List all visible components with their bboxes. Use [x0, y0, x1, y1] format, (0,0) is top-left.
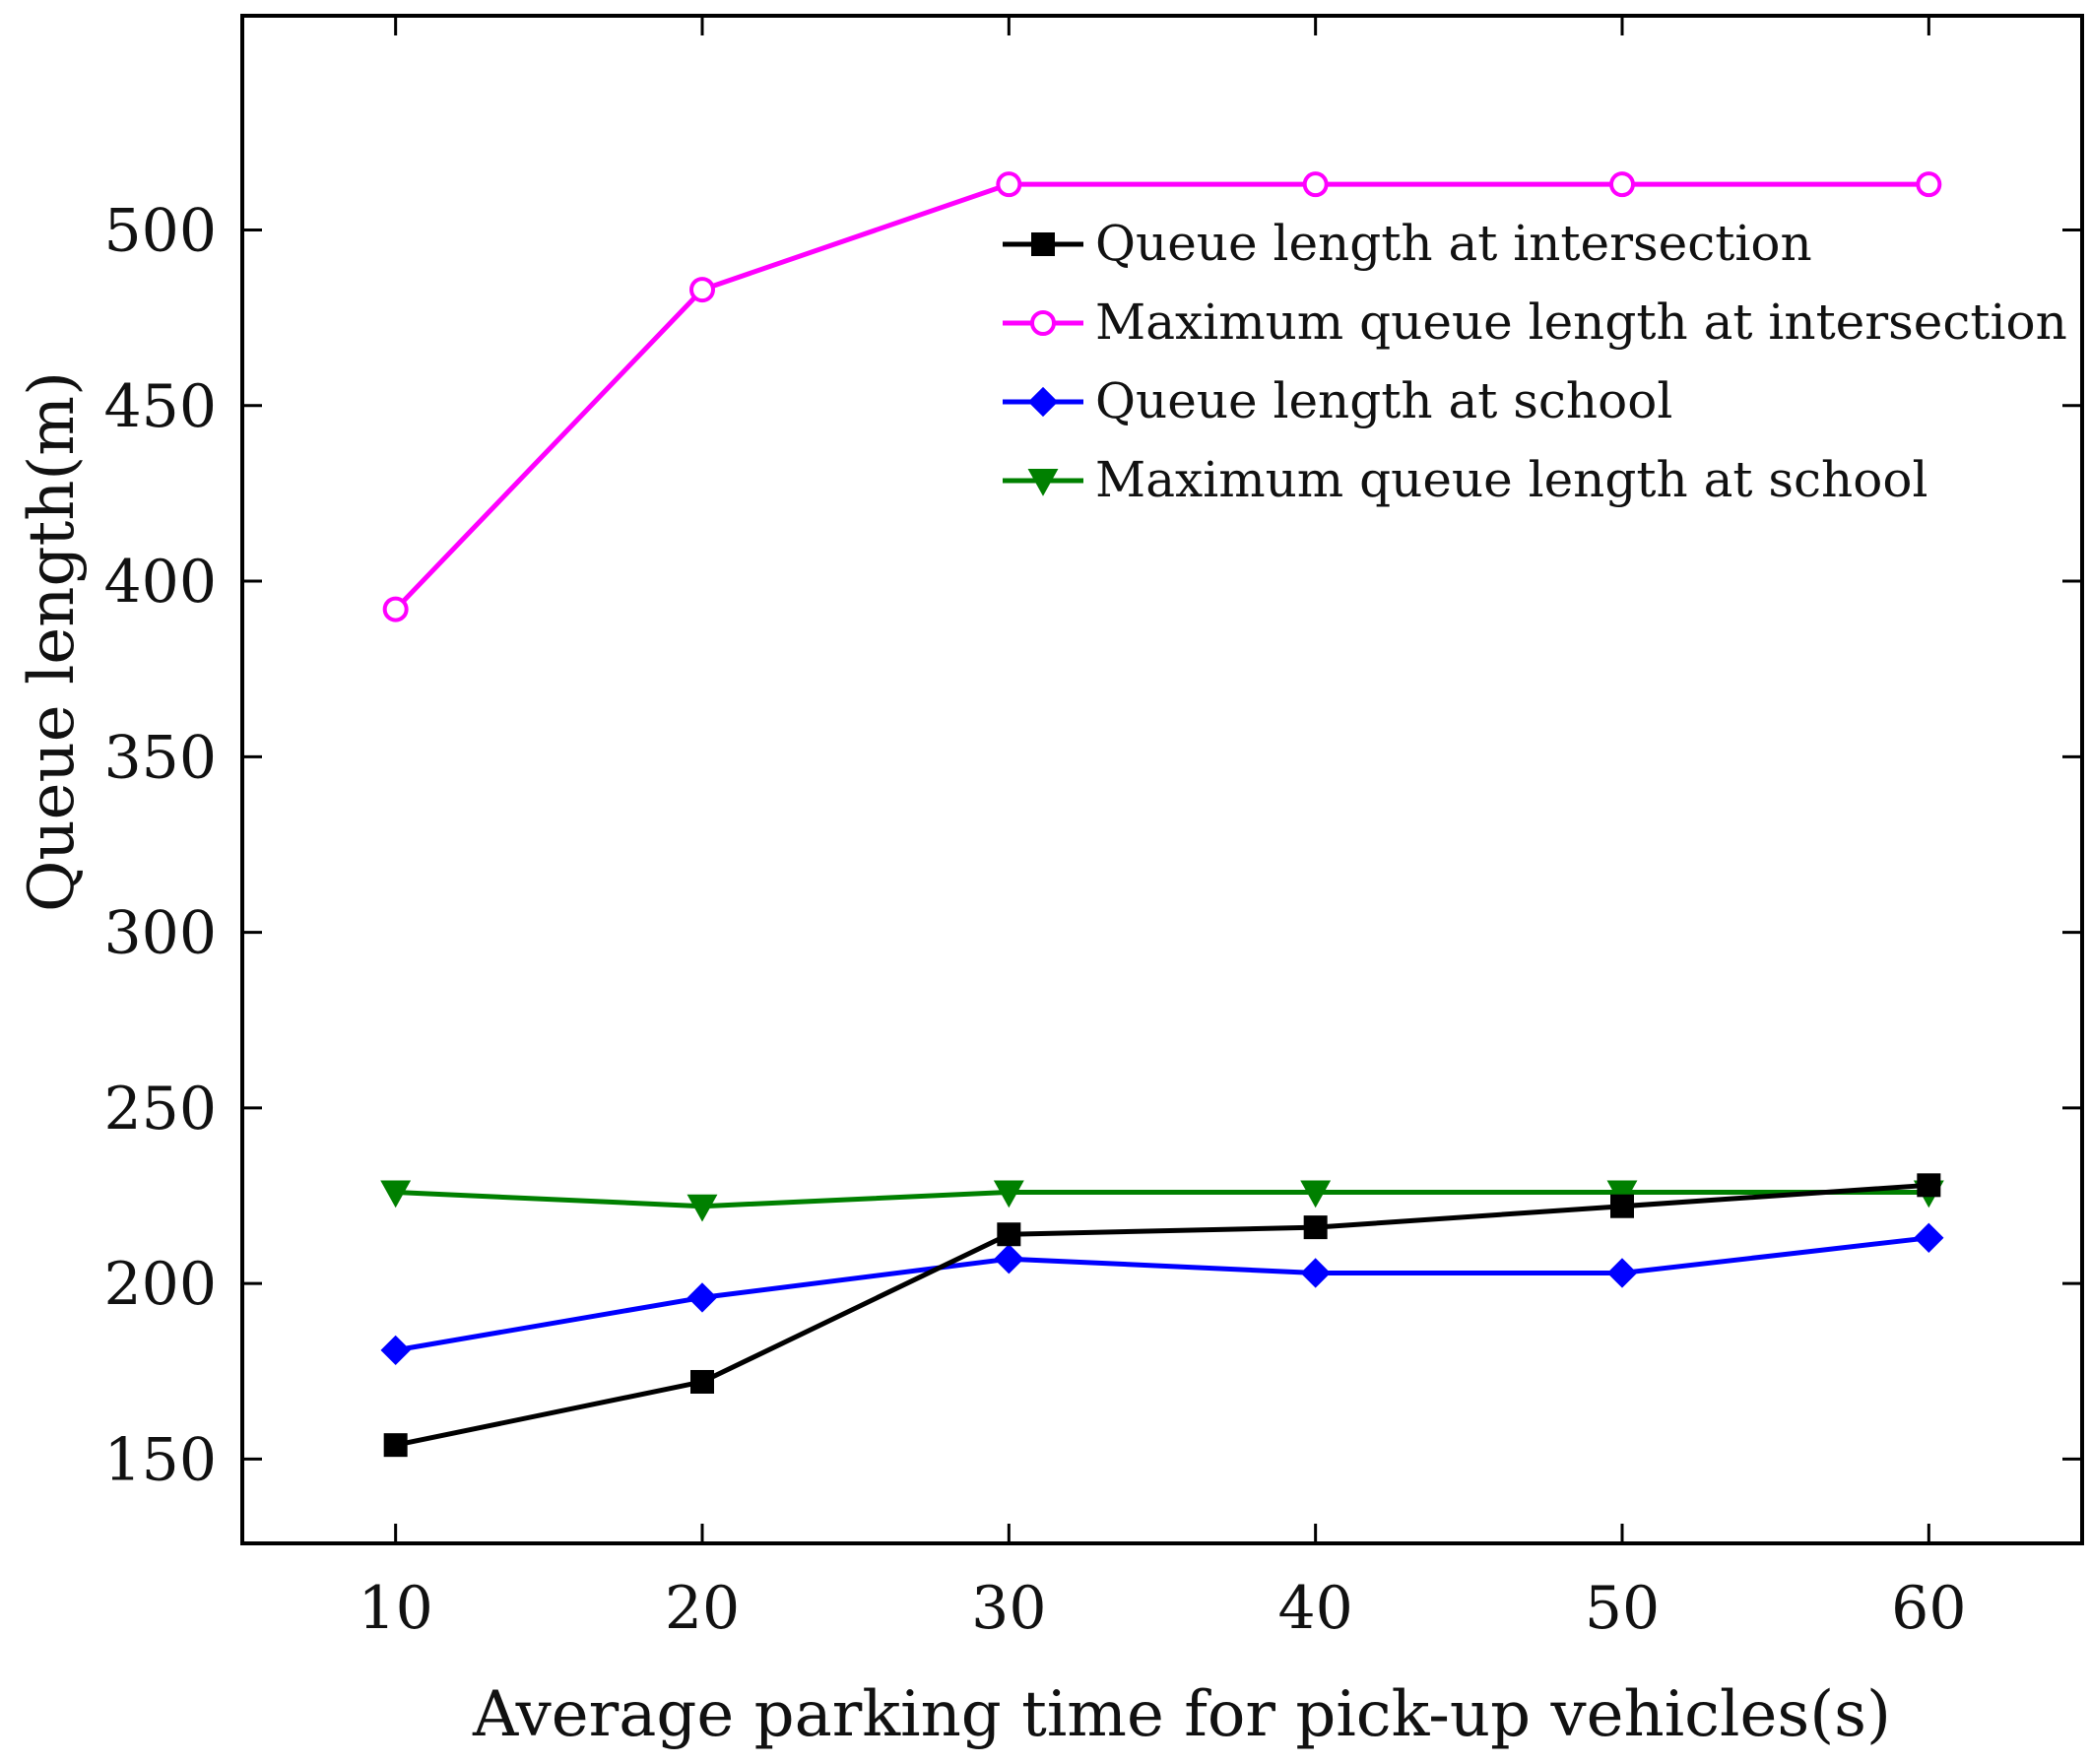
- plot-frame: [240, 14, 2084, 1545]
- data-point: [1917, 1173, 1941, 1198]
- legend-label: Queue length at school: [1095, 372, 1672, 429]
- y-tick-label: 150: [103, 1425, 217, 1494]
- y-tick-label: 450: [103, 372, 217, 441]
- data-point: [1610, 1194, 1634, 1218]
- x-tick-label: 60: [1891, 1574, 1966, 1643]
- data-point: [380, 1180, 412, 1209]
- data-point: [993, 1180, 1024, 1209]
- data-point: [686, 1194, 718, 1222]
- x-tick-label: 10: [358, 1574, 432, 1643]
- series-line: [395, 1235, 1929, 1353]
- y-tick-label: 400: [103, 548, 217, 617]
- y-tick-label: 500: [103, 196, 217, 265]
- legend-marker: [1027, 386, 1059, 418]
- data-point: [1916, 171, 1942, 198]
- x-tick-label: 30: [971, 1574, 1046, 1643]
- series-1: [383, 1173, 1941, 1458]
- x-tick-label: 20: [665, 1574, 740, 1643]
- data-point: [997, 1222, 1021, 1247]
- data-point: [1302, 171, 1329, 198]
- data-point: [382, 596, 409, 622]
- data-point: [380, 1335, 411, 1366]
- data-point: [1606, 1258, 1638, 1288]
- legend-label: Maximum queue length at school: [1095, 451, 1927, 508]
- legend-marker: [1030, 310, 1056, 336]
- data-point: [689, 277, 715, 303]
- legend-marker: [1031, 232, 1055, 256]
- x-tick-label: 50: [1585, 1574, 1660, 1643]
- data-point: [996, 171, 1022, 198]
- y-tick-label: 250: [103, 1075, 217, 1143]
- series-line: [395, 1189, 1929, 1209]
- y-axis-title: Queue length(m): [16, 371, 89, 912]
- data-point: [994, 1244, 1024, 1274]
- data-point: [1303, 1215, 1328, 1240]
- y-tick-label: 350: [103, 723, 217, 792]
- data-point: [1914, 1222, 1944, 1253]
- series-line: [395, 1182, 1929, 1448]
- legend-entry: Maximum queue length at intersection: [1003, 294, 2067, 351]
- legend-entry: Queue length at intersection: [1003, 215, 1812, 272]
- legend-label: Queue length at intersection: [1095, 215, 1812, 272]
- y-tick-label: 200: [103, 1250, 217, 1319]
- data-point: [383, 1433, 408, 1458]
- legend-marker: [1027, 469, 1059, 496]
- data-point: [690, 1369, 714, 1394]
- x-axis-title: Average parking time for pick-up vehicle…: [472, 1678, 1891, 1751]
- x-tick-label: 40: [1277, 1574, 1352, 1643]
- data-point: [1609, 171, 1635, 198]
- y-tick-label: 300: [103, 899, 217, 968]
- series-3: [380, 1222, 1944, 1366]
- data-point: [1606, 1180, 1638, 1209]
- legend-entry: Maximum queue length at school: [1003, 451, 1927, 508]
- data-point: [1300, 1180, 1332, 1209]
- series-line: [393, 181, 1929, 612]
- legend-entry: Queue length at school: [1003, 372, 1672, 429]
- legend-label: Maximum queue length at intersection: [1095, 294, 2067, 351]
- series-2: [382, 171, 1942, 622]
- data-point: [1300, 1258, 1331, 1288]
- data-point: [686, 1282, 718, 1313]
